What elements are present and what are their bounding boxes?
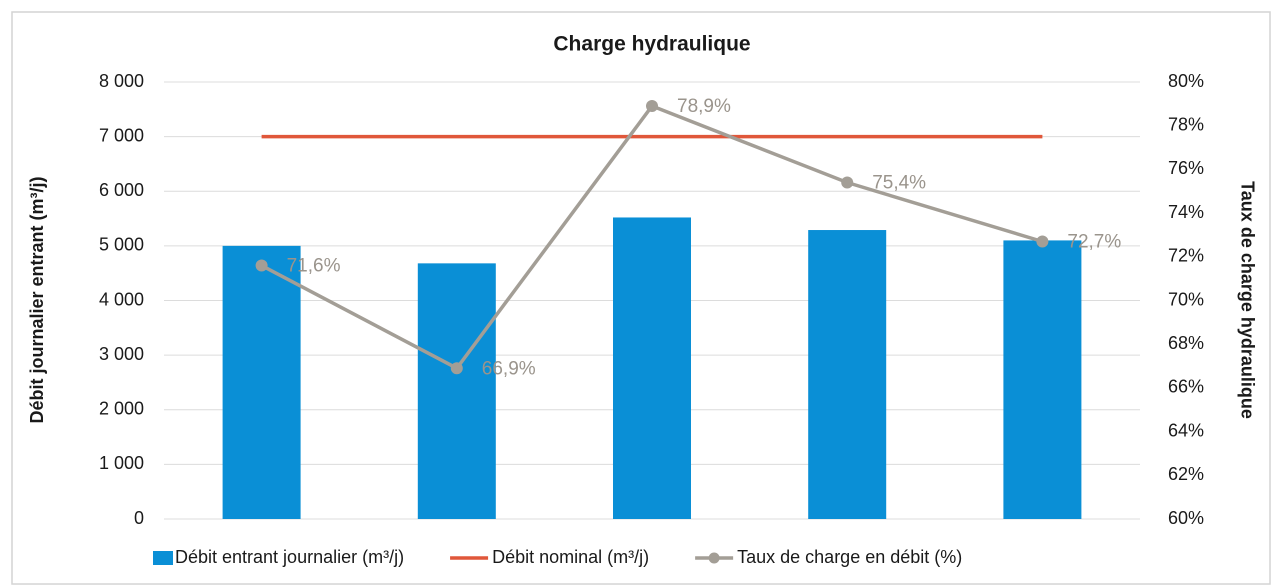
y2-axis-title: Taux de charge hydraulique [1237, 181, 1257, 419]
data-label: 72,7% [1067, 232, 1121, 253]
y-tick-label: 4 000 [99, 289, 144, 309]
y-tick-label: 3 000 [99, 344, 144, 364]
y-tick-label: 8 000 [99, 71, 144, 91]
line-marker [841, 176, 854, 189]
y-tick-label: 6 000 [99, 180, 144, 200]
legend-label: Débit entrant journalier (m³/j) [175, 547, 404, 567]
line-marker [646, 100, 658, 113]
bar [808, 230, 887, 519]
line-marker [255, 259, 268, 272]
data-label: 75,4% [872, 173, 926, 194]
bar [1003, 240, 1082, 519]
y-tick-label: 2 000 [99, 399, 144, 419]
y-tick-label: 0 [134, 508, 144, 528]
y2-tick-label: 80% [1168, 71, 1204, 91]
y2-tick-label: 70% [1168, 289, 1204, 309]
y2-tick-label: 68% [1168, 333, 1204, 353]
data-label: 66,9% [482, 358, 536, 379]
bar [417, 263, 496, 519]
data-label: 71,6% [287, 256, 341, 277]
y2-tick-label: 62% [1168, 464, 1204, 484]
y2-tick-label: 64% [1168, 420, 1204, 440]
legend-swatch [153, 551, 173, 565]
y-tick-label: 5 000 [99, 235, 144, 255]
data-label: 78,9% [677, 96, 731, 117]
y2-tick-label: 66% [1168, 377, 1204, 397]
y-axis-title: Débit journalier entrant (m³/j) [27, 176, 47, 423]
legend-label: Débit nominal (m³/j) [492, 547, 649, 567]
chart-title: Charge hydraulique [553, 33, 750, 56]
y2-tick-label: 60% [1168, 508, 1204, 528]
line-marker [450, 362, 463, 375]
y-tick-label: 1 000 [99, 453, 144, 473]
line-marker [1036, 235, 1049, 248]
y2-tick-label: 72% [1168, 246, 1204, 266]
legend-label: Taux de charge en débit (%) [737, 547, 962, 567]
legend-marker [708, 552, 720, 564]
bar [222, 245, 301, 519]
y-tick-label: 7 000 [99, 125, 144, 145]
bar [613, 217, 691, 519]
y2-tick-label: 74% [1168, 202, 1204, 222]
y2-tick-label: 76% [1168, 158, 1204, 178]
y2-tick-label: 78% [1168, 114, 1204, 134]
